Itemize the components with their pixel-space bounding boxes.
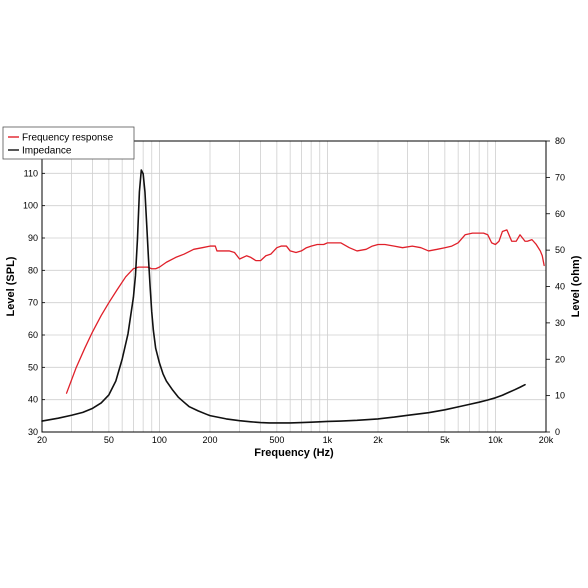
series-line-impedance — [41, 169, 526, 424]
x-tick-label: 1k — [323, 435, 333, 445]
x-tick-label: 20k — [539, 435, 554, 445]
x-tick-label: 10k — [488, 435, 503, 445]
x-tick-label: 20 — [37, 435, 47, 445]
x-tick-label: 2k — [373, 435, 383, 445]
y-tick-label: 60 — [28, 330, 38, 340]
y-axis-title: Level (SPL) — [5, 256, 17, 316]
plot-frame — [41, 140, 547, 433]
y2-axis-title: Level (ohm) — [570, 255, 582, 317]
x-tick-label: 100 — [152, 435, 167, 445]
x-tick-label: 500 — [269, 435, 284, 445]
tick-labels: 20 50 100 200 500 1k 2k 5k 10k 20k304050607080901… — [23, 136, 565, 445]
y-tick-label: 40 — [28, 395, 38, 405]
legend-entry-label: Frequency response — [22, 133, 114, 144]
y-tick-label: 30 — [28, 427, 38, 437]
legend-entry-label: Impedance — [22, 146, 72, 157]
series-line-frequency-response — [65, 229, 545, 394]
y2-tick-label: 60 — [555, 209, 565, 219]
y-tick-label: 90 — [28, 233, 38, 243]
y2-tick-label: 30 — [555, 318, 565, 328]
y2-tick-label: 50 — [555, 245, 565, 255]
y2-tick-label: 0 — [555, 427, 560, 437]
y2-tick-label: 80 — [555, 136, 565, 146]
series-lines — [41, 169, 545, 424]
legend-box — [2, 126, 135, 160]
legend: Frequency response Impedance — [2, 126, 135, 160]
x-axis-title: Frequency (Hz) — [254, 447, 334, 459]
y2-tick-label: 40 — [555, 282, 565, 292]
y2-tick-label: 10 — [555, 391, 565, 401]
y-tick-label: 110 — [24, 168, 38, 178]
y2-tick-label: 70 — [555, 172, 565, 182]
x-tick-label: 50 — [104, 435, 114, 445]
y-tick-label: 50 — [28, 362, 38, 372]
x-tick-label: 200 — [202, 435, 217, 445]
x-tick-label: 5k — [440, 435, 450, 445]
y-tick-label: 100 — [23, 201, 38, 211]
y-tick-label: 80 — [28, 265, 38, 275]
y-tick-label: 70 — [28, 298, 38, 308]
y2-tick-label: 20 — [555, 354, 565, 364]
